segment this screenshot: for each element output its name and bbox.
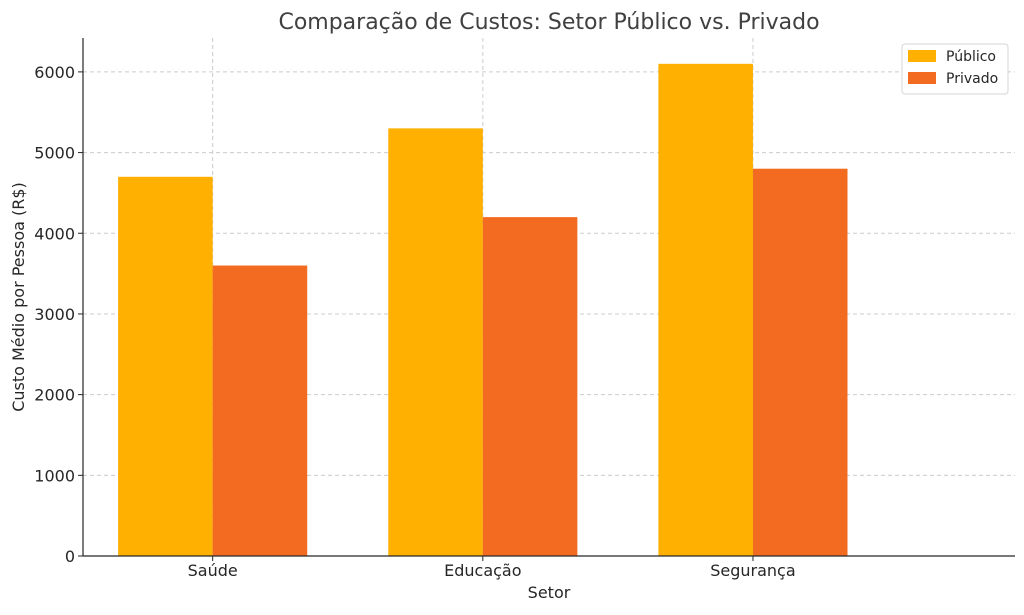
x-tick-label: Saúde xyxy=(188,561,238,580)
y-tick-label: 3000 xyxy=(34,305,75,324)
bar-1-0 xyxy=(212,265,308,556)
x-tick-label: Segurança xyxy=(710,561,795,580)
axes xyxy=(82,38,1015,557)
x-tick-labels: Saúde Educação Segurança xyxy=(188,556,796,580)
bars xyxy=(118,63,848,557)
y-axis-label: Custo Médio por Pessoa (R$) xyxy=(9,182,28,412)
legend-label: Público xyxy=(946,49,996,65)
y-tick-label: 6000 xyxy=(34,63,75,82)
y-tick-labels: 0 1000 2000 3000 4000 5000 6000 xyxy=(34,63,83,566)
chart-title: Comparação de Custos: Setor Público vs. … xyxy=(278,10,819,35)
legend-label: Privado xyxy=(946,71,998,87)
legend: Público Privado xyxy=(901,43,1009,95)
y-tick-label: 1000 xyxy=(34,466,75,485)
y-tick-label: 4000 xyxy=(34,224,75,243)
x-tick-label: Educação xyxy=(444,561,521,580)
x-axis-label: Setor xyxy=(528,583,571,602)
bar-1-2 xyxy=(752,168,848,557)
legend-swatch xyxy=(908,72,936,84)
y-tick-label: 5000 xyxy=(34,144,75,163)
y-tick-label: 0 xyxy=(65,547,75,566)
y-tick-label: 2000 xyxy=(34,386,75,405)
bar-0-0 xyxy=(118,176,213,556)
bar-0-2 xyxy=(658,63,753,557)
bar-0-1 xyxy=(388,128,483,556)
bar-1-1 xyxy=(482,217,578,556)
legend-swatch xyxy=(908,50,936,62)
